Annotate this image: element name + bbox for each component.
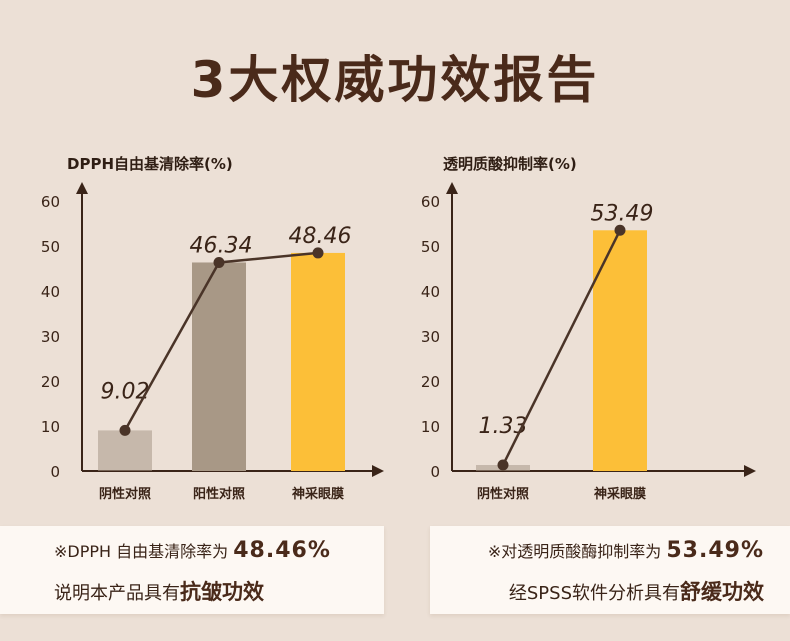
note-left-prefix: ※DPPH 自由基清除率为 [54,542,229,561]
y-tick-label: 60 [41,193,60,211]
y-tick-label: 0 [430,463,440,481]
y-axis-arrow [446,182,458,194]
bar [192,262,246,471]
data-label: 46.34 [190,233,253,258]
note-left-line1: ※DPPH 自由基清除率为 48.46% [54,538,331,563]
y-tick-label: 40 [421,283,440,301]
data-point [497,459,509,471]
page-title: 3大权威功效报告 [190,51,600,109]
y-axis-arrow [76,182,88,194]
y-tick-label: 30 [41,328,60,346]
data-label: 53.49 [591,201,654,226]
y-tick-label: 10 [41,418,60,436]
note-left-value: 48.46% [233,538,331,563]
data-point [312,247,324,259]
data-point [119,424,131,436]
x-axis-arrow [744,465,756,477]
bar [593,230,647,471]
x-category-label: 神采眼膜 [594,486,646,502]
note-right-line1: ※对透明质酸酶抑制率为 53.49% [488,538,764,563]
y-tick-label: 20 [41,373,60,391]
axis-title: 透明质酸抑制率(%) [443,155,577,173]
data-label: 1.33 [479,414,528,439]
y-tick-label: 40 [41,283,60,301]
y-tick-label: 30 [421,328,440,346]
axis-title: DPPH自由基清除率(%) [67,155,233,173]
x-category-label: 阳性对照 [193,486,245,502]
note-right-prefix: ※对透明质酸酶抑制率为 [487,542,662,561]
x-category-label: 阴性对照 [99,486,151,502]
note-right-line2-prefix: 经SPSS软件分析具有 [508,583,680,604]
x-category-label: 神采眼膜 [292,486,344,502]
y-tick-label: 10 [421,418,440,436]
note-left-line2-prefix: 说明本产品具有 [54,583,180,604]
bar [98,430,152,471]
note-right: ※对透明质酸酶抑制率为 53.49% 经SPSS软件分析具有舒缓功效 [430,526,790,614]
x-axis-arrow [372,465,384,477]
note-right-value: 53.49% [666,538,764,563]
data-label: 48.46 [289,224,352,249]
y-tick-label: 50 [421,238,440,256]
note-right-effect: 舒缓功效 [680,580,764,604]
x-category-label: 阴性对照 [477,486,529,502]
y-tick-label: 50 [41,238,60,256]
note-left: ※DPPH 自由基清除率为 48.46% 说明本产品具有抗皱功效 [0,526,384,614]
data-point [614,224,626,236]
trend-line [501,229,622,466]
y-tick-label: 60 [421,193,440,211]
note-left-line2: 说明本产品具有抗皱功效 [54,576,264,606]
y-tick-label: 20 [421,373,440,391]
note-right-line2: 经SPSS软件分析具有舒缓功效 [509,576,764,606]
bar [291,252,345,471]
y-tick-label: 0 [50,463,60,481]
note-left-effect: 抗皱功效 [180,580,264,604]
data-point [213,256,225,268]
